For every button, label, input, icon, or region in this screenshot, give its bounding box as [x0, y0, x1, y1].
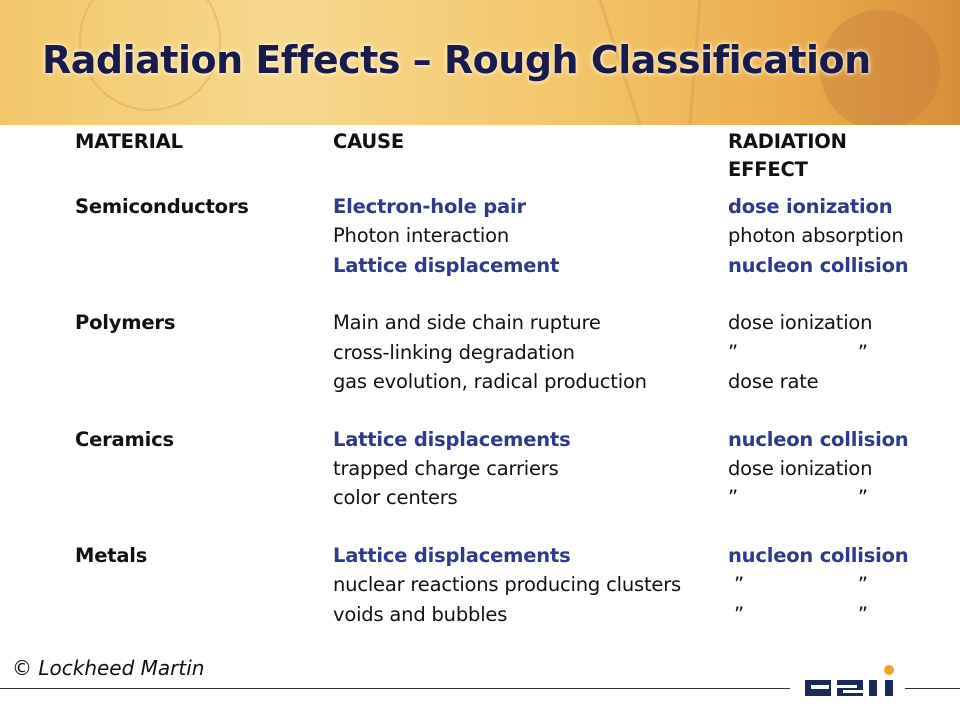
effect: dose rate	[728, 369, 819, 393]
cause: trapped charge carriers	[333, 456, 559, 480]
cause: color centers	[333, 486, 458, 510]
gsi-logo	[805, 665, 894, 696]
cause: gas evolution, radical production	[333, 369, 647, 393]
material: Ceramics	[75, 427, 174, 451]
footer-rule	[905, 688, 960, 689]
effect: ” ”	[728, 602, 868, 626]
material: Metals	[75, 543, 148, 567]
effect: photon absorption	[728, 224, 904, 248]
effect: nucleon collision	[728, 543, 909, 567]
effect: ” ”	[728, 573, 868, 597]
material: Polymers	[75, 311, 176, 335]
effect: dose ionization	[728, 195, 893, 218]
header-decoration	[79, 0, 940, 125]
cause: Lattice displacement	[333, 253, 560, 277]
effect: ” ”	[728, 340, 868, 364]
effect: dose ionization	[728, 456, 873, 480]
footer-credit: © Lockheed Martin	[12, 656, 205, 680]
cause: voids and bubbles	[333, 602, 508, 626]
cause: Electron-hole pair	[333, 195, 526, 218]
cause: Main and side chain rupture	[333, 311, 601, 335]
header-band	[0, 0, 960, 125]
cause: Lattice displacements	[333, 427, 571, 451]
cause: cross-linking degradation	[333, 340, 575, 364]
column-header: MATERIAL	[75, 130, 183, 153]
effect: nucleon collision	[728, 427, 909, 451]
footer-rule	[0, 688, 790, 689]
cause: Lattice displacements	[333, 543, 571, 567]
column-header: CAUSE	[333, 130, 405, 153]
column-header: RADIATION EFFECT	[728, 130, 847, 181]
effect: nucleon collision	[728, 253, 909, 277]
effect: dose ionization	[728, 311, 873, 335]
slide-title: Radiation Effects – Rough Classification	[42, 38, 871, 82]
effect: ” ”	[728, 486, 868, 510]
material: Semiconductors	[75, 195, 249, 218]
cause: Photon interaction	[333, 224, 510, 248]
cause: nuclear reactions producing clusters	[333, 573, 681, 597]
